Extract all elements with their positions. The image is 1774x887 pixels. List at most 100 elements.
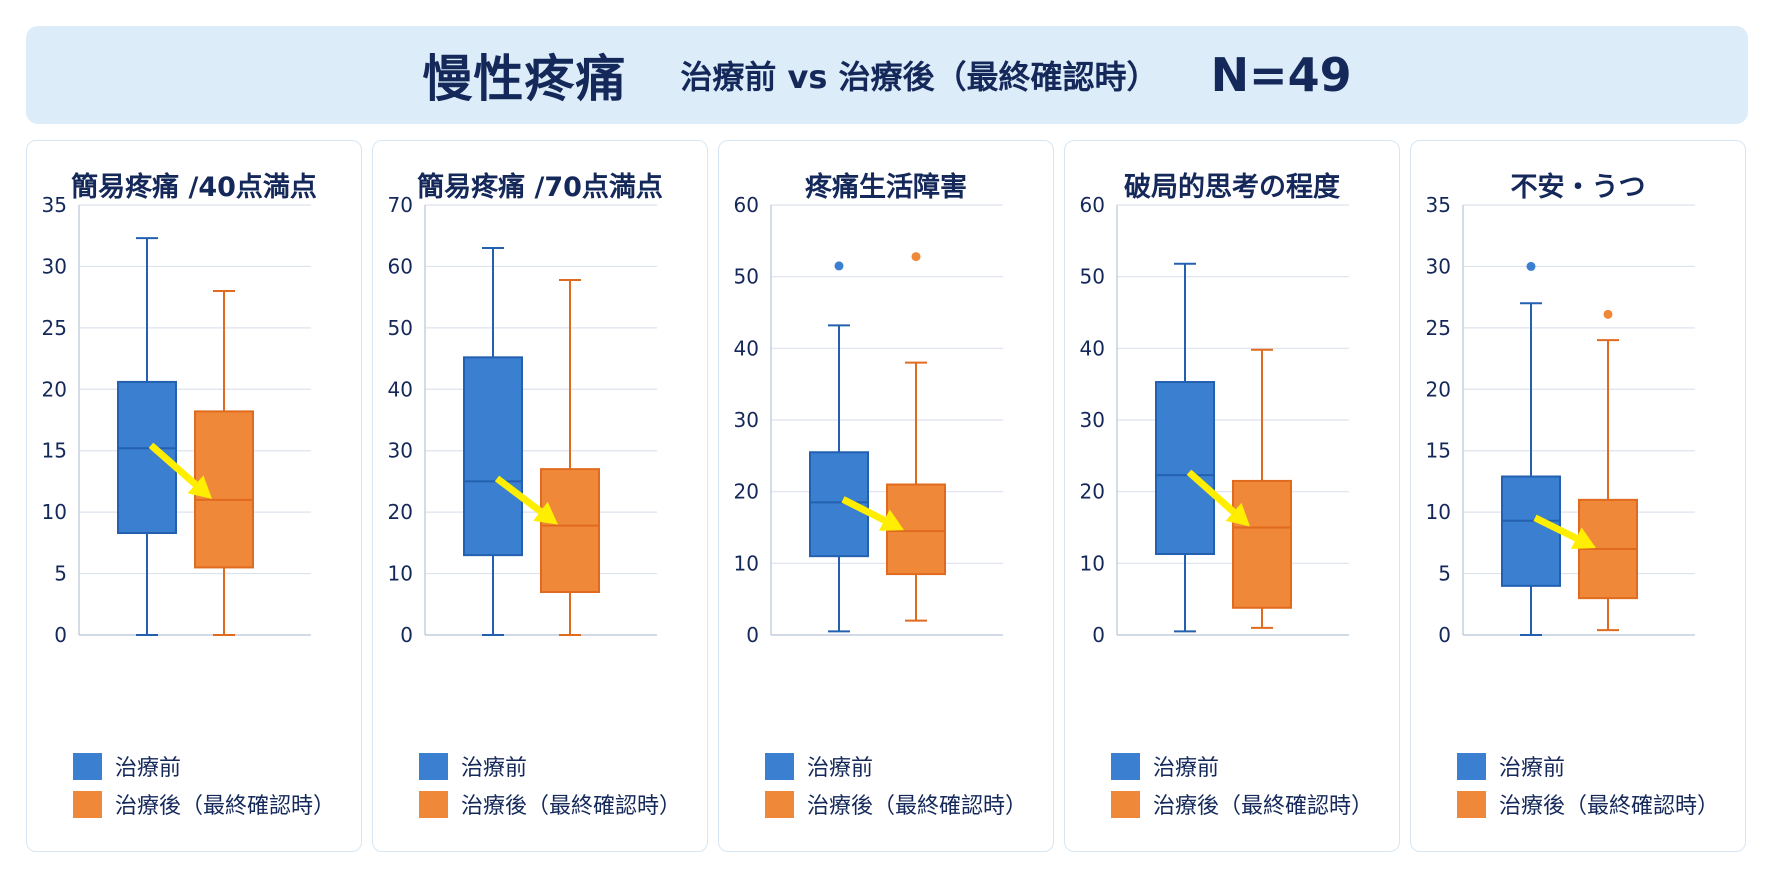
- box-after: [540, 468, 600, 593]
- sample-size-label: N=49: [1210, 48, 1352, 102]
- y-tick-label: 40: [734, 336, 759, 360]
- y-tick-label: 10: [42, 500, 67, 524]
- trend-arrow-shaft: [1533, 514, 1578, 542]
- y-tick-label: 0: [746, 623, 759, 647]
- legend: 治療前 治療後（最終確認時）: [1111, 747, 1373, 823]
- legend-swatch-before: [765, 752, 794, 780]
- y-tick-label: 30: [1080, 408, 1105, 432]
- legend-swatch-after: [73, 790, 102, 818]
- legend-label: 治療後（最終確認時）: [807, 794, 1028, 819]
- legend-item-after: 治療後（最終確認時）: [765, 785, 1027, 823]
- legend: 治療前 治療後（最終確認時）: [765, 747, 1027, 823]
- boxplot-chart: 0 10 20 30 40 50 60 70: [388, 193, 657, 647]
- y-tick-label: 35: [1426, 193, 1451, 217]
- y-tick-label: 60: [1080, 193, 1105, 217]
- legend-swatch-before: [419, 752, 448, 780]
- chart-title: 疼痛生活障害: [805, 172, 967, 203]
- y-tick-label: 40: [388, 377, 413, 401]
- trend-arrow-head: [533, 501, 558, 525]
- y-tick-label: 20: [1426, 377, 1451, 401]
- legend: 治療前 治療後（最終確認時）: [73, 747, 335, 823]
- page-subtitle: 治療前 vs 治療後（最終確認時）: [680, 58, 1159, 96]
- y-tick-label: 40: [1080, 336, 1105, 360]
- y-tick-label: 50: [388, 316, 413, 340]
- y-tick-label: 20: [388, 500, 413, 524]
- y-tick-label: 0: [54, 623, 67, 647]
- legend-item-after: 治療後（最終確認時）: [1111, 785, 1373, 823]
- y-tick-label: 0: [1438, 623, 1451, 647]
- chart-panel-3: 疼痛生活障害 0 10 20 30 40 50 60 治療前 治療後（最終確認時）: [718, 140, 1054, 852]
- chart-panel-4: 破局的思考の程度 0 10 20 30 40 50 60 治療前 治療後（最終確認時）: [1064, 140, 1400, 852]
- y-tick-label: 25: [42, 316, 67, 340]
- legend-item-before: 治療前: [419, 747, 681, 785]
- chart-panel-5: 不安・うつ 0 5 10 15 20 25 30 35 治療前 治療後（最終確認時）: [1410, 140, 1746, 852]
- y-tick-label: 5: [54, 562, 67, 586]
- title-banner: 慢性疼痛 治療前 vs 治療後（最終確認時） N=49: [26, 26, 1748, 124]
- y-tick-label: 50: [1080, 265, 1105, 289]
- box-before: [463, 356, 523, 557]
- y-tick-label: 10: [1426, 500, 1451, 524]
- y-tick-label: 60: [734, 193, 759, 217]
- legend-item-after: 治療後（最終確認時）: [1457, 785, 1719, 823]
- box-before: [1501, 475, 1561, 587]
- chart-title: 簡易疼痛 /70点満点: [417, 172, 663, 203]
- y-tick-label: 0: [400, 623, 413, 647]
- trend-arrow-shaft: [494, 475, 543, 515]
- legend-item-after: 治療後（最終確認時）: [419, 785, 681, 823]
- y-tick-label: 20: [734, 480, 759, 504]
- y-tick-label: 10: [1080, 551, 1105, 575]
- y-tick-label: 70: [388, 193, 413, 217]
- legend-item-before: 治療前: [765, 747, 1027, 785]
- y-tick-label: 60: [388, 254, 413, 278]
- legend-label: 治療前: [1153, 756, 1220, 781]
- legend-label: 治療後（最終確認時）: [1499, 794, 1720, 819]
- boxplot-chart: 0 5 10 15 20 25 30 35: [1426, 193, 1695, 647]
- legend-swatch-after: [1457, 790, 1486, 818]
- legend-swatch-before: [1457, 752, 1486, 780]
- legend-item-after: 治療後（最終確認時）: [73, 785, 335, 823]
- trend-arrow-shaft: [841, 496, 886, 524]
- outlier-point: [834, 261, 844, 271]
- legend-swatch-before: [73, 752, 102, 780]
- boxplot-chart: 0 5 10 15 20 25 30 35: [42, 193, 311, 647]
- y-tick-label: 20: [1080, 480, 1105, 504]
- y-tick-label: 35: [42, 193, 67, 217]
- y-tick-label: 25: [1426, 316, 1451, 340]
- boxplot-chart: 0 10 20 30 40 50 60: [734, 193, 1003, 647]
- boxplot-chart: 0 10 20 30 40 50 60: [1080, 193, 1349, 647]
- legend-swatch-after: [765, 790, 794, 818]
- trend-arrow-shaft: [1186, 469, 1236, 515]
- y-tick-label: 10: [734, 551, 759, 575]
- legend-label: 治療後（最終確認時）: [1153, 794, 1374, 819]
- legend-label: 治療前: [807, 756, 874, 781]
- y-tick-label: 30: [388, 439, 413, 463]
- y-tick-label: 15: [1426, 439, 1451, 463]
- chart-title: 簡易疼痛 /40点満点: [71, 172, 317, 203]
- legend-label: 治療前: [461, 756, 528, 781]
- y-tick-label: 50: [734, 265, 759, 289]
- legend-label: 治療前: [1499, 756, 1566, 781]
- outlier-point: [911, 252, 921, 262]
- y-tick-label: 20: [42, 377, 67, 401]
- y-tick-label: 30: [1426, 254, 1451, 278]
- y-tick-label: 0: [1092, 623, 1105, 647]
- trend-arrow-head: [1570, 527, 1596, 549]
- trend-arrow-shaft: [148, 442, 198, 487]
- legend-item-before: 治療前: [1111, 747, 1373, 785]
- y-tick-label: 15: [42, 439, 67, 463]
- trend-arrow-head: [1225, 502, 1250, 527]
- outlier-point: [1526, 261, 1536, 271]
- legend: 治療前 治療後（最終確認時）: [1457, 747, 1719, 823]
- outlier-point: [1603, 309, 1613, 319]
- chart-title: 破局的思考の程度: [1124, 172, 1340, 203]
- trend-arrow-head: [187, 475, 212, 499]
- legend-item-before: 治療前: [1457, 747, 1719, 785]
- page-title: 慢性疼痛: [422, 50, 627, 108]
- chart-panel-2: 簡易疼痛 /70点満点 0 10 20 30 40 50 60 70 治療前 治療後（最終確認…: [372, 140, 708, 852]
- y-tick-label: 5: [1438, 562, 1451, 586]
- legend-swatch-after: [1111, 790, 1140, 818]
- legend-swatch-after: [419, 790, 448, 818]
- legend-label: 治療後（最終確認時）: [461, 794, 682, 819]
- box-before: [1155, 381, 1215, 556]
- box-after: [1232, 479, 1292, 609]
